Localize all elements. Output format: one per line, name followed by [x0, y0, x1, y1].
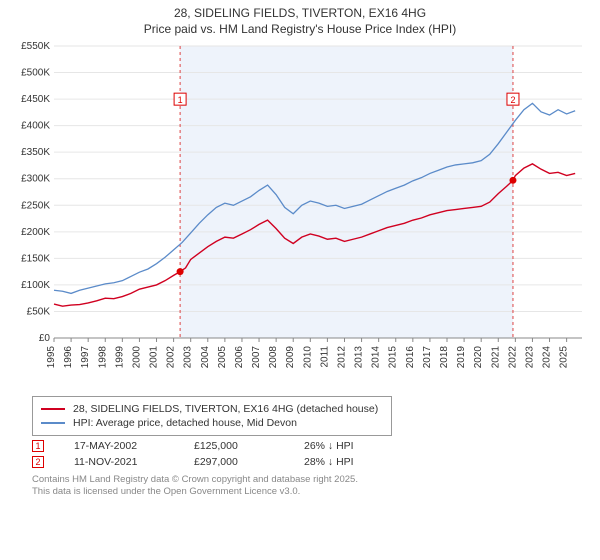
legend-label: HPI: Average price, detached house, Mid …: [73, 417, 297, 429]
x-tick-label: 2007: [251, 346, 262, 369]
y-tick-label: £550K: [21, 41, 50, 52]
title-line-1: 28, SIDELING FIELDS, TIVERTON, EX16 4HG: [10, 6, 590, 20]
price-chart-svg: £0 £50K £100K £150K £200K £250K £300K £350K £400…: [10, 40, 590, 390]
legend-swatch: [41, 422, 65, 424]
x-tick-label: 2002: [166, 346, 177, 369]
y-tick-label: £200K: [21, 227, 50, 238]
y-tick-label: £50K: [27, 306, 51, 317]
x-tick-label: 2025: [559, 346, 570, 369]
y-tick-label: £150K: [21, 253, 50, 264]
x-tick-label: 2001: [149, 346, 160, 369]
x-tick-label: 1996: [63, 346, 74, 369]
event-hpi: 28% ↓ HPI: [304, 456, 384, 468]
footer-line-2: This data is licensed under the Open Gov…: [32, 486, 590, 498]
x-tick-label: 2021: [490, 346, 501, 369]
data-point: [509, 177, 516, 184]
event-date: 17-MAY-2002: [74, 440, 164, 452]
events-table: 1 17-MAY-2002 £125,000 26% ↓ HPI 2 11-NOV-202…: [32, 440, 590, 468]
y-tick-label: £350K: [21, 147, 50, 158]
shaded-band: [180, 46, 513, 338]
event-row: 2 11-NOV-2021 £297,000 28% ↓ HPI: [32, 456, 590, 468]
x-tick-label: 2009: [285, 346, 296, 369]
x-tick-label: 2017: [422, 346, 433, 369]
legend-swatch: [41, 408, 65, 410]
y-tick-label: £300K: [21, 174, 50, 185]
x-tick-label: 1995: [46, 346, 57, 369]
event-marker: 1: [32, 440, 44, 452]
legend: 28, SIDELING FIELDS, TIVERTON, EX16 4HG …: [32, 396, 392, 436]
chart-title: 28, SIDELING FIELDS, TIVERTON, EX16 4HG …: [10, 6, 590, 36]
x-tick-label: 2011: [319, 346, 330, 368]
x-tick-label: 2024: [542, 346, 553, 369]
x-tick-label: 2006: [234, 346, 245, 369]
event-marker-label: 2: [510, 95, 515, 105]
event-row: 1 17-MAY-2002 £125,000 26% ↓ HPI: [32, 440, 590, 452]
x-tick-label: 1997: [80, 346, 91, 369]
x-tick-label: 2012: [336, 346, 347, 369]
x-tick-label: 2016: [405, 346, 416, 369]
event-marker: 2: [32, 456, 44, 468]
event-hpi: 26% ↓ HPI: [304, 440, 384, 452]
legend-item: 28, SIDELING FIELDS, TIVERTON, EX16 4HG …: [41, 403, 383, 415]
y-tick-label: £250K: [21, 200, 50, 211]
x-tick-label: 2005: [217, 346, 228, 369]
x-tick-label: 1999: [114, 346, 125, 369]
x-tick-label: 2019: [456, 346, 467, 369]
y-tick-label: £450K: [21, 94, 50, 105]
title-line-2: Price paid vs. HM Land Registry's House …: [10, 22, 590, 36]
x-tick-label: 2023: [524, 346, 535, 369]
legend-item: HPI: Average price, detached house, Mid …: [41, 417, 383, 429]
x-tick-label: 2022: [507, 346, 518, 369]
x-tick-label: 2020: [473, 346, 484, 369]
data-point: [177, 268, 184, 275]
chart-area: £0 £50K £100K £150K £200K £250K £300K £350K £400…: [10, 40, 590, 390]
x-tick-label: 2010: [302, 346, 313, 369]
footer-line-1: Contains HM Land Registry data © Crown c…: [32, 474, 590, 486]
x-tick-label: 2000: [131, 346, 142, 369]
x-tick-label: 2003: [183, 346, 194, 369]
legend-label: 28, SIDELING FIELDS, TIVERTON, EX16 4HG …: [73, 403, 378, 415]
y-tick-label: £500K: [21, 68, 50, 79]
event-price: £125,000: [194, 440, 274, 452]
x-tick-label: 1998: [97, 346, 108, 369]
y-tick-label: £400K: [21, 121, 50, 132]
x-tick-label: 2004: [200, 346, 211, 369]
x-tick-label: 2008: [268, 346, 279, 369]
event-marker-label: 1: [178, 95, 183, 105]
x-tick-label: 2013: [354, 346, 365, 369]
footer-attribution: Contains HM Land Registry data © Crown c…: [32, 474, 590, 499]
y-tick-label: £0: [39, 333, 51, 344]
y-tick-label: £100K: [21, 280, 50, 291]
x-tick-label: 2015: [388, 346, 399, 369]
event-price: £297,000: [194, 456, 274, 468]
x-tick-label: 2018: [439, 346, 450, 369]
x-tick-label: 2014: [371, 346, 382, 369]
event-date: 11-NOV-2021: [74, 456, 164, 468]
